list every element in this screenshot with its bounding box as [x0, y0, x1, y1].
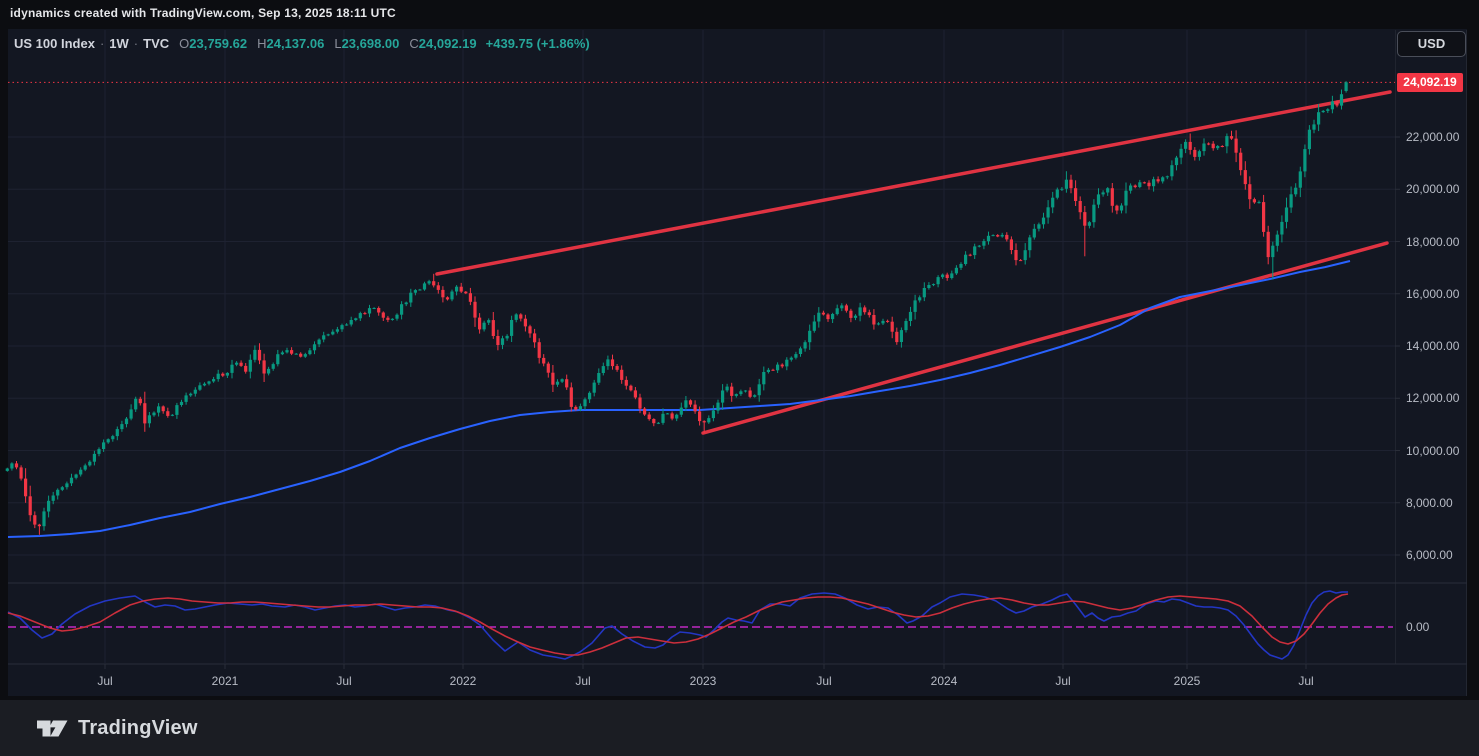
trendline-channel-lower [701, 241, 1389, 435]
time-axis-label: Jul [97, 674, 113, 688]
price-axis-label: 16,000.00 [1406, 286, 1460, 301]
legend-separator: · [133, 36, 139, 51]
price-axis-label: 12,000.00 [1406, 391, 1460, 406]
low-label: L [334, 36, 342, 51]
change-value: +439.75 (+1.86%) [485, 36, 590, 51]
legend-separator: · [99, 36, 105, 51]
trendline-channel-upper [435, 90, 1392, 276]
price-axis-label: 14,000.00 [1406, 339, 1460, 353]
price-axis-label: 18,000.00 [1406, 234, 1460, 249]
interval[interactable]: 1W [109, 36, 129, 51]
time-axis-label: Jul [816, 674, 832, 688]
tradingview-logo-text: TradingView [78, 716, 198, 739]
symbol-name[interactable]: US 100 Index [14, 36, 95, 51]
time-axis-label: 2021 [211, 674, 239, 688]
price-axis-label: 20,000.00 [1406, 182, 1460, 197]
chart-legend: US 100 Index · 1W · TVC O23,759.62 H24,137.06 L… [14, 36, 590, 51]
high-label: H [257, 36, 267, 51]
price-axis-label: 8,000.00 [1406, 495, 1453, 510]
time-axis-label: Jul [336, 674, 352, 688]
candlestick-series [5, 81, 1348, 535]
price-axis-label: 6,000.00 [1406, 548, 1453, 562]
time-axis-label: 2023 [689, 674, 717, 688]
tradingview-logo[interactable]: TradingView [36, 715, 198, 742]
price-axis-label: 22,000.00 [1406, 130, 1460, 144]
oscillator-red-line [7, 593, 1349, 656]
ma-line [7, 260, 1351, 538]
currency-button[interactable]: USD [1397, 31, 1466, 57]
price-axis-label: 0.00 [1406, 620, 1430, 634]
bottom-bar: TradingView [0, 700, 1479, 756]
time-axis-label: 2025 [1173, 674, 1201, 688]
high-value: 24,137.06 [266, 36, 325, 51]
price-axis-label: 10,000.00 [1406, 443, 1460, 458]
open-label: O [179, 36, 190, 51]
time-axis-label: 2022 [449, 674, 477, 688]
watermark-text: idynamics created with TradingView.com, … [10, 6, 396, 20]
tradingview-logo-icon [37, 720, 68, 736]
exchange[interactable]: TVC [143, 36, 170, 51]
time-axis-label: Jul [1055, 674, 1071, 688]
low-value: 23,698.00 [341, 36, 400, 51]
close-label: C [409, 36, 419, 51]
time-axis-label: Jul [575, 674, 591, 688]
open-value: 23,759.62 [189, 36, 248, 51]
oscillator-blue-line [7, 590, 1348, 660]
time-axis-label: Jul [1298, 674, 1314, 688]
close-value: 24,092.19 [418, 36, 477, 51]
last-price-label: 24,092.19 [1397, 73, 1463, 92]
time-axis-label: 2024 [930, 674, 958, 688]
